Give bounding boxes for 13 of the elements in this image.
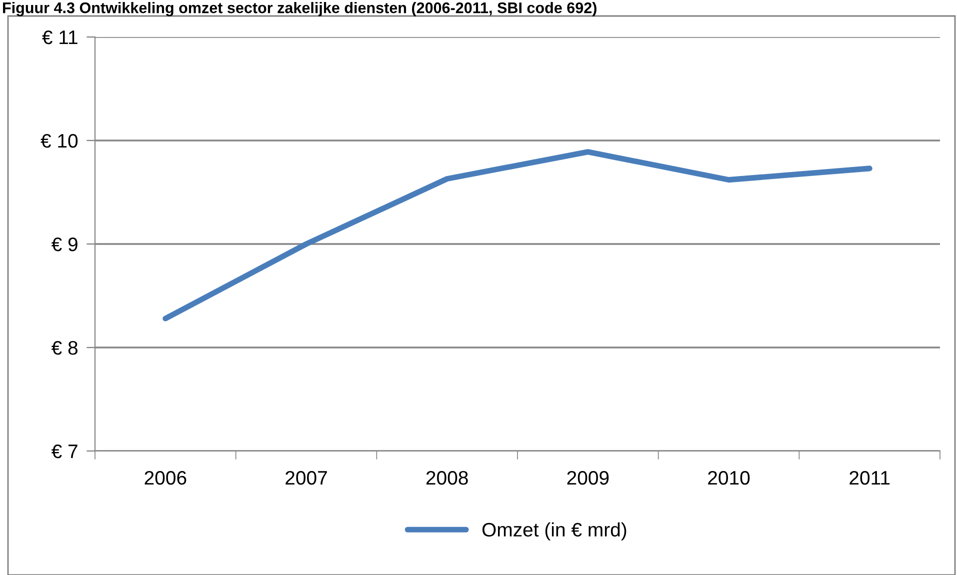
- chart-title: Figuur 4.3 Ontwikkeling omzet sector zakelijke diensten (2006-2011, SBI code 692): [3, 2, 596, 16]
- legend-label: Omzet (in € mrd): [482, 522, 626, 540]
- x-tick-label: 2007: [286, 470, 327, 485]
- x-tick-label: 2011: [850, 470, 890, 485]
- x-tick-label: 2008: [426, 470, 468, 485]
- y-tick-label: € 8: [51, 340, 78, 355]
- y-tick-label: € 11: [42, 30, 78, 44]
- y-tick-label: € 7: [51, 444, 78, 458]
- y-tick-label: € 9: [51, 237, 78, 252]
- x-tick-label: 2006: [144, 470, 186, 485]
- y-tick-label: € 10: [40, 134, 78, 148]
- x-tick-label: 2009: [567, 470, 609, 485]
- x-tick-label: 2010: [708, 470, 750, 485]
